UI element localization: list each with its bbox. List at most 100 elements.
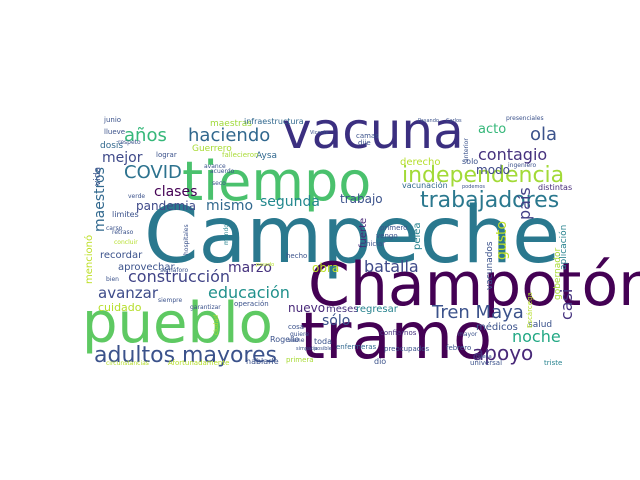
word-vacuna: vacuna bbox=[282, 102, 464, 160]
word-covid: COVID bbox=[124, 162, 182, 183]
word-trabajo: trabajo bbox=[340, 192, 383, 206]
word-camas: camas bbox=[356, 132, 379, 140]
word-circunstancias: circunstancias bbox=[106, 360, 149, 367]
word-carso: carso bbox=[106, 225, 123, 232]
word-vengo: vengo bbox=[376, 232, 398, 240]
word-mayor: mayor bbox=[458, 331, 478, 338]
word-hablarle: hablarle bbox=[246, 357, 279, 366]
word-vacunados: vacunados bbox=[485, 241, 495, 290]
word-tramo: tramo bbox=[300, 300, 492, 374]
word-pasado: pasado bbox=[256, 262, 274, 268]
word-sólo: sólo bbox=[322, 313, 350, 329]
cloud-background bbox=[80, 106, 576, 368]
word-ola: ola bbox=[530, 124, 557, 145]
word-afortunadamente: Afortunadamente bbox=[168, 359, 229, 367]
word-construcción: construcción bbox=[128, 267, 230, 286]
word-lograr: lograr bbox=[156, 151, 177, 159]
word-toda: toda bbox=[314, 337, 332, 346]
word-clases: clases bbox=[154, 184, 197, 200]
word-fuerte: fuerte bbox=[358, 218, 369, 248]
word-dije: dije bbox=[358, 139, 371, 147]
word-casi: casi bbox=[557, 289, 576, 320]
word-pasando: Pasando bbox=[418, 118, 439, 124]
word-quiere: quiere bbox=[290, 331, 309, 338]
word-anterior: anterior bbox=[463, 138, 470, 162]
word-vacunación: vacunación bbox=[402, 180, 448, 190]
word-operación: operación bbox=[234, 300, 269, 308]
word-nuevo: nuevo bbox=[288, 301, 325, 315]
word-infraestructura: infraestructura bbox=[244, 117, 304, 126]
word-obra: obra bbox=[312, 261, 339, 275]
word-educación: educación bbox=[208, 283, 290, 302]
word-médicos: médicos bbox=[476, 321, 518, 333]
word-confiarnos: confiarnos bbox=[380, 329, 417, 337]
word-universal: universal bbox=[470, 359, 502, 367]
word-group: CampecheChampotóntramopueblotiempovacuna… bbox=[82, 102, 640, 374]
word-solo: solo bbox=[462, 157, 478, 166]
word-ciudad: ciudad bbox=[213, 315, 220, 335]
word-acuerdo: acuerdo bbox=[210, 168, 235, 175]
word-mundo: mundo bbox=[223, 224, 230, 245]
word-triste: triste bbox=[544, 359, 562, 367]
word-mejor: mejor bbox=[102, 150, 143, 166]
word-fallecieron: fallecieron bbox=[222, 151, 259, 159]
word-derecho: derecho bbox=[400, 157, 441, 168]
word-hecho: hecho bbox=[286, 252, 307, 260]
word-cuidado: cuidado bbox=[98, 301, 142, 314]
word-vida: vida bbox=[93, 167, 103, 186]
word-gobernador: gobernador bbox=[553, 248, 563, 300]
word-regresar: regresar bbox=[356, 304, 399, 315]
word-pandemia: pandemia bbox=[136, 199, 196, 213]
word-gusto: gusto bbox=[494, 221, 510, 260]
word-febrero: febrero bbox=[446, 344, 471, 352]
word-respeto: respeto bbox=[118, 139, 141, 146]
word-maestros: maestros bbox=[92, 167, 108, 232]
word-simpatía: simpatía bbox=[296, 345, 318, 352]
word-siempre: siempre bbox=[158, 297, 182, 304]
word-bien: bien bbox=[106, 276, 119, 283]
word-aplicación: aplicación bbox=[558, 225, 569, 270]
word-concluir: concluir bbox=[114, 239, 138, 246]
word-seco: seco bbox=[212, 180, 226, 187]
word-mencionó: mencionó bbox=[83, 235, 95, 284]
word-rogelio: Rogelio bbox=[270, 335, 300, 344]
word-posible: posible bbox=[314, 346, 332, 352]
word-maestras: maestras bbox=[210, 119, 252, 129]
word-años: años bbox=[124, 125, 167, 146]
word-pueblo: pueblo bbox=[82, 291, 273, 356]
word-garantizar: garantizar bbox=[190, 304, 221, 311]
word-tiempo: tiempo bbox=[182, 150, 371, 213]
word-campeche: Campeche bbox=[144, 191, 560, 281]
word-dosis: dosis bbox=[100, 141, 123, 151]
word-cosa: cosa bbox=[288, 323, 304, 331]
word-noche: noche bbox=[512, 327, 561, 346]
word-haciendo: haciendo bbox=[188, 125, 270, 146]
word-avanzar: avanzar bbox=[98, 284, 159, 302]
word-avance: avance bbox=[204, 163, 226, 170]
word-guerrero: Guerrero bbox=[192, 144, 232, 154]
word-mismo: mismo bbox=[206, 198, 253, 214]
word-pelea: pelea bbox=[412, 222, 423, 250]
word-junio: junio bbox=[103, 116, 121, 124]
word-escárcega: Escárcega bbox=[526, 292, 534, 328]
word-salud: salud bbox=[528, 320, 552, 330]
word-contagio: contagio bbox=[478, 145, 547, 164]
word-marzo: marzo bbox=[228, 260, 272, 276]
word-acto: acto bbox=[478, 122, 506, 137]
word-batalla: batalla bbox=[364, 257, 419, 276]
word-verde: verde bbox=[128, 193, 145, 200]
word-preocupados: preocupados bbox=[384, 345, 430, 353]
word-llueve: llueve bbox=[104, 128, 125, 136]
word-aprovechar: aprovechar bbox=[118, 262, 176, 273]
word-primera: primera bbox=[286, 356, 314, 364]
word-trabajadores: trabajadores bbox=[420, 188, 559, 213]
word-hospitales: hospitales bbox=[183, 224, 190, 255]
word-champotón: Champotón bbox=[308, 250, 640, 320]
word-adultos-mayores: adultos mayores bbox=[94, 343, 277, 368]
word-apoyo: apoyo bbox=[472, 341, 533, 365]
word-vicente: Vicente bbox=[310, 130, 329, 136]
word-aysa: Aysa bbox=[256, 151, 277, 161]
word-recordar: recordar bbox=[100, 250, 143, 261]
word-presenciales: presenciales bbox=[506, 115, 544, 122]
